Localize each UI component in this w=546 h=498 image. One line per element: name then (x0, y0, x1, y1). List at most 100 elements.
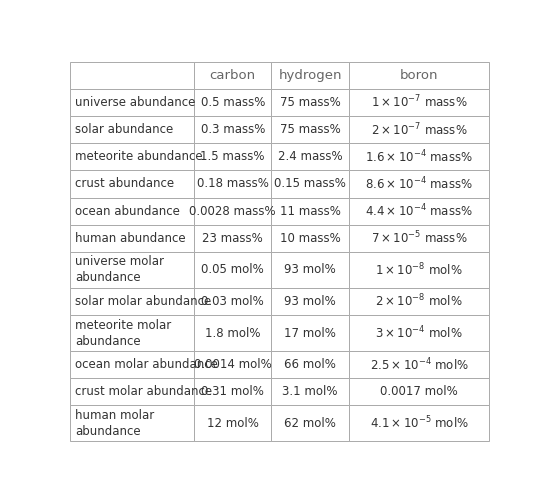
Bar (271, 405, 349, 441)
Bar (349, 62, 489, 89)
Text: 0.31 mol%: 0.31 mol% (201, 385, 264, 398)
Bar (70, 62, 194, 89)
Bar (70, 405, 194, 441)
Bar (271, 170, 349, 198)
Text: boron: boron (400, 69, 438, 82)
Bar (271, 315, 349, 351)
Text: 17 mol%: 17 mol% (284, 327, 336, 340)
Text: $1.6\times10^{-4}$ mass%: $1.6\times10^{-4}$ mass% (365, 148, 473, 165)
Text: $7\times10^{-5}$ mass%: $7\times10^{-5}$ mass% (371, 230, 467, 247)
Text: 75 mass%: 75 mass% (280, 96, 341, 109)
Text: universe abundance: universe abundance (75, 96, 196, 109)
Text: 0.0014 mol%: 0.0014 mol% (194, 358, 271, 371)
Bar (70, 198, 194, 225)
Text: 0.3 mass%: 0.3 mass% (200, 123, 265, 136)
Bar (194, 170, 271, 198)
Text: 0.5 mass%: 0.5 mass% (200, 96, 265, 109)
Text: crust molar abundance: crust molar abundance (75, 385, 212, 398)
Text: 93 mol%: 93 mol% (284, 295, 336, 308)
Bar (271, 288, 349, 315)
Bar (70, 143, 194, 170)
Text: 1.8 mol%: 1.8 mol% (205, 327, 260, 340)
Text: 0.15 mass%: 0.15 mass% (274, 177, 346, 190)
Bar (194, 252, 271, 288)
Text: solar molar abundance: solar molar abundance (75, 295, 212, 308)
Bar (194, 116, 271, 143)
Text: 10 mass%: 10 mass% (280, 232, 341, 245)
Bar (349, 116, 489, 143)
Text: $4.4\times10^{-4}$ mass%: $4.4\times10^{-4}$ mass% (365, 203, 473, 220)
Bar (271, 378, 349, 405)
Bar (194, 198, 271, 225)
Bar (70, 351, 194, 378)
Text: ocean abundance: ocean abundance (75, 205, 180, 218)
Text: 0.03 mol%: 0.03 mol% (201, 295, 264, 308)
Text: 0.05 mol%: 0.05 mol% (201, 263, 264, 276)
Text: $1\times10^{-8}$ mol%: $1\times10^{-8}$ mol% (375, 261, 463, 278)
Text: 11 mass%: 11 mass% (280, 205, 341, 218)
Text: $3\times10^{-4}$ mol%: $3\times10^{-4}$ mol% (375, 325, 463, 341)
Bar (194, 225, 271, 252)
Bar (271, 225, 349, 252)
Text: $2\times10^{-7}$ mass%: $2\times10^{-7}$ mass% (371, 122, 467, 138)
Bar (349, 252, 489, 288)
Bar (349, 225, 489, 252)
Bar (194, 351, 271, 378)
Bar (194, 378, 271, 405)
Bar (70, 89, 194, 116)
Bar (194, 62, 271, 89)
Text: 1.5 mass%: 1.5 mass% (200, 150, 265, 163)
Text: 66 mol%: 66 mol% (284, 358, 336, 371)
Bar (271, 198, 349, 225)
Bar (70, 170, 194, 198)
Text: $4.1\times10^{-5}$ mol%: $4.1\times10^{-5}$ mol% (370, 415, 468, 432)
Bar (349, 288, 489, 315)
Bar (271, 351, 349, 378)
Bar (70, 288, 194, 315)
Text: 62 mol%: 62 mol% (284, 417, 336, 430)
Text: hydrogen: hydrogen (278, 69, 342, 82)
Text: human molar
abundance: human molar abundance (75, 409, 155, 438)
Bar (70, 225, 194, 252)
Bar (349, 315, 489, 351)
Bar (349, 405, 489, 441)
Bar (349, 143, 489, 170)
Bar (194, 89, 271, 116)
Text: crust abundance: crust abundance (75, 177, 175, 190)
Text: 3.1 mol%: 3.1 mol% (282, 385, 338, 398)
Text: 23 mass%: 23 mass% (203, 232, 263, 245)
Text: meteorite molar
abundance: meteorite molar abundance (75, 319, 171, 348)
Bar (70, 116, 194, 143)
Text: 12 mol%: 12 mol% (207, 417, 259, 430)
Bar (349, 378, 489, 405)
Bar (349, 89, 489, 116)
Bar (271, 143, 349, 170)
Text: 75 mass%: 75 mass% (280, 123, 341, 136)
Text: carbon: carbon (210, 69, 256, 82)
Bar (349, 170, 489, 198)
Bar (271, 252, 349, 288)
Bar (70, 252, 194, 288)
Bar (271, 116, 349, 143)
Text: 0.0017 mol%: 0.0017 mol% (380, 385, 458, 398)
Text: meteorite abundance: meteorite abundance (75, 150, 203, 163)
Bar (194, 143, 271, 170)
Text: $2.5\times10^{-4}$ mol%: $2.5\times10^{-4}$ mol% (370, 356, 468, 373)
Bar (70, 315, 194, 351)
Bar (349, 198, 489, 225)
Text: 93 mol%: 93 mol% (284, 263, 336, 276)
Bar (194, 405, 271, 441)
Bar (194, 315, 271, 351)
Text: universe molar
abundance: universe molar abundance (75, 255, 164, 284)
Bar (271, 89, 349, 116)
Text: $2\times10^{-8}$ mol%: $2\times10^{-8}$ mol% (375, 293, 463, 310)
Bar (194, 288, 271, 315)
Text: solar abundance: solar abundance (75, 123, 174, 136)
Text: ocean molar abundance: ocean molar abundance (75, 358, 218, 371)
Text: 0.0028 mass%: 0.0028 mass% (189, 205, 276, 218)
Text: 0.18 mass%: 0.18 mass% (197, 177, 269, 190)
Text: $1\times10^{-7}$ mass%: $1\times10^{-7}$ mass% (371, 94, 467, 111)
Text: 2.4 mass%: 2.4 mass% (278, 150, 342, 163)
Text: $8.6\times10^{-4}$ mass%: $8.6\times10^{-4}$ mass% (365, 176, 473, 192)
Bar (271, 62, 349, 89)
